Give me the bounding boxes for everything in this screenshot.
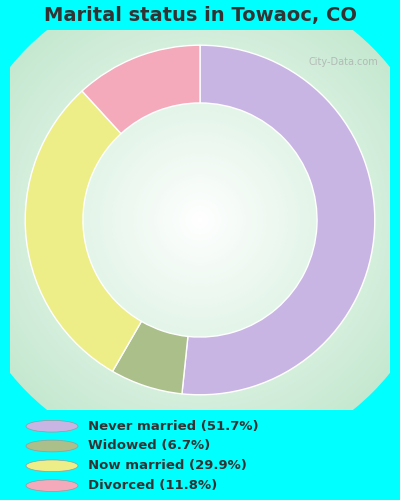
Circle shape bbox=[142, 162, 258, 278]
Circle shape bbox=[39, 59, 361, 381]
Circle shape bbox=[179, 198, 221, 242]
Circle shape bbox=[0, 0, 400, 460]
Circle shape bbox=[54, 74, 346, 366]
Circle shape bbox=[115, 135, 285, 305]
Circle shape bbox=[0, 10, 400, 430]
Text: City-Data.com: City-Data.com bbox=[309, 56, 378, 66]
Circle shape bbox=[0, 20, 400, 420]
Circle shape bbox=[78, 98, 322, 342]
Circle shape bbox=[160, 180, 240, 260]
Circle shape bbox=[136, 156, 264, 284]
Circle shape bbox=[121, 141, 279, 299]
Circle shape bbox=[0, 0, 400, 454]
Circle shape bbox=[57, 77, 343, 363]
Circle shape bbox=[82, 102, 318, 338]
Circle shape bbox=[0, 0, 400, 448]
Circle shape bbox=[100, 120, 300, 320]
Circle shape bbox=[12, 32, 388, 408]
Text: Marital status in Towaoc, CO: Marital status in Towaoc, CO bbox=[44, 6, 356, 25]
Circle shape bbox=[185, 205, 215, 235]
Circle shape bbox=[154, 174, 246, 266]
Circle shape bbox=[33, 53, 367, 387]
Circle shape bbox=[8, 28, 392, 411]
Circle shape bbox=[27, 46, 373, 394]
Circle shape bbox=[66, 86, 334, 354]
Circle shape bbox=[0, 7, 400, 433]
Circle shape bbox=[36, 56, 364, 384]
Circle shape bbox=[69, 90, 331, 350]
Circle shape bbox=[124, 144, 276, 296]
Circle shape bbox=[94, 114, 306, 326]
Circle shape bbox=[0, 4, 400, 436]
Circle shape bbox=[173, 192, 227, 248]
Circle shape bbox=[164, 184, 236, 256]
Circle shape bbox=[63, 83, 337, 357]
Text: Now married (29.9%): Now married (29.9%) bbox=[88, 460, 247, 472]
Circle shape bbox=[60, 80, 340, 360]
Circle shape bbox=[127, 147, 273, 293]
Circle shape bbox=[2, 22, 398, 417]
Wedge shape bbox=[25, 91, 142, 372]
Circle shape bbox=[194, 214, 206, 226]
Wedge shape bbox=[182, 45, 375, 395]
Wedge shape bbox=[112, 322, 188, 394]
Circle shape bbox=[0, 16, 400, 424]
Circle shape bbox=[75, 96, 325, 344]
Circle shape bbox=[112, 132, 288, 308]
Text: Never married (51.7%): Never married (51.7%) bbox=[88, 420, 259, 432]
Text: Divorced (11.8%): Divorced (11.8%) bbox=[88, 479, 217, 492]
Circle shape bbox=[0, 14, 400, 426]
Circle shape bbox=[26, 440, 78, 452]
Circle shape bbox=[158, 178, 242, 262]
Circle shape bbox=[133, 153, 267, 287]
Circle shape bbox=[139, 159, 261, 281]
Circle shape bbox=[21, 40, 379, 400]
Circle shape bbox=[48, 68, 352, 372]
Circle shape bbox=[90, 110, 310, 330]
Circle shape bbox=[145, 166, 255, 274]
Circle shape bbox=[84, 104, 316, 336]
Circle shape bbox=[0, 1, 400, 439]
Circle shape bbox=[130, 150, 270, 290]
Circle shape bbox=[182, 202, 218, 238]
Circle shape bbox=[191, 211, 209, 229]
Circle shape bbox=[0, 0, 400, 457]
Circle shape bbox=[24, 44, 376, 397]
Circle shape bbox=[188, 208, 212, 232]
Circle shape bbox=[106, 126, 294, 314]
Circle shape bbox=[18, 38, 382, 403]
Text: Widowed (6.7%): Widowed (6.7%) bbox=[88, 440, 210, 452]
Circle shape bbox=[6, 26, 394, 414]
Circle shape bbox=[151, 172, 249, 268]
Circle shape bbox=[176, 196, 224, 244]
Circle shape bbox=[118, 138, 282, 302]
Circle shape bbox=[42, 62, 358, 378]
Circle shape bbox=[51, 71, 349, 369]
Circle shape bbox=[0, 0, 400, 442]
Circle shape bbox=[109, 129, 291, 311]
Circle shape bbox=[0, 0, 400, 451]
Circle shape bbox=[0, 0, 400, 445]
Circle shape bbox=[30, 50, 370, 390]
Circle shape bbox=[72, 92, 328, 348]
Circle shape bbox=[26, 480, 78, 492]
Circle shape bbox=[103, 122, 297, 318]
Circle shape bbox=[0, 0, 400, 463]
Wedge shape bbox=[82, 45, 200, 134]
Circle shape bbox=[88, 108, 312, 332]
Circle shape bbox=[45, 65, 355, 375]
Circle shape bbox=[26, 460, 78, 471]
Circle shape bbox=[26, 420, 78, 432]
Circle shape bbox=[166, 186, 234, 254]
Circle shape bbox=[97, 116, 303, 324]
Circle shape bbox=[14, 34, 386, 406]
Circle shape bbox=[148, 168, 252, 272]
Circle shape bbox=[170, 190, 230, 250]
Circle shape bbox=[197, 217, 203, 223]
